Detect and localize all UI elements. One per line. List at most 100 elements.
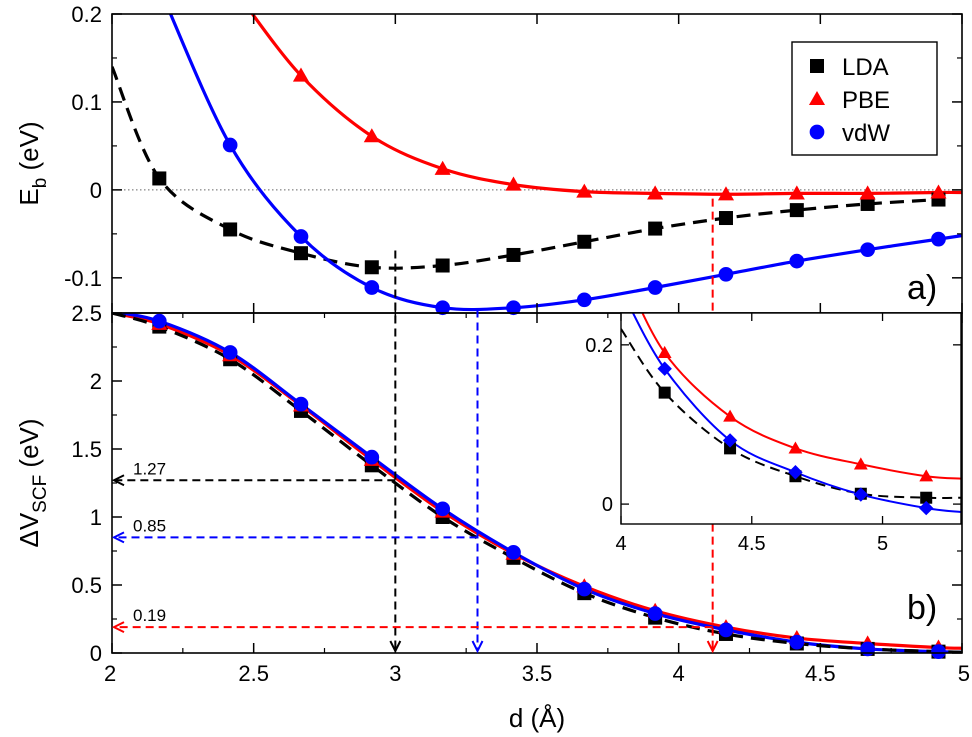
marker-a-vdw bbox=[789, 253, 805, 269]
arrow-head-left bbox=[111, 621, 125, 634]
marker-a-lda bbox=[860, 196, 875, 211]
arrow-head-left bbox=[111, 474, 125, 487]
marker-a-lda bbox=[718, 211, 733, 226]
inset-marker-vdw bbox=[919, 500, 934, 516]
annotation-value: 0.85 bbox=[133, 516, 166, 535]
marker-b-vdw bbox=[293, 396, 309, 412]
legend-label-pbe: PBE bbox=[842, 87, 890, 114]
inset-xtick-label: 4.5 bbox=[738, 533, 766, 555]
marker-a-vdw bbox=[718, 266, 734, 282]
inset-ytick-label: 0.2 bbox=[585, 335, 613, 357]
marker-a-lda bbox=[435, 258, 450, 273]
xtick-label: 3.5 bbox=[522, 661, 553, 686]
inset-marker-pbe bbox=[853, 457, 868, 470]
marker-a-vdw bbox=[222, 137, 238, 153]
marker-a-pbe bbox=[859, 185, 876, 200]
legend: LDA PBE vdW bbox=[791, 41, 938, 156]
marker-b-vdw bbox=[151, 313, 167, 329]
inset-marker-vdw bbox=[722, 433, 738, 448]
marker-a-pbe bbox=[788, 185, 805, 200]
marker-a-lda bbox=[789, 203, 804, 218]
marker-b-vdw bbox=[222, 345, 238, 360]
ytick-label-b: 2.5 bbox=[71, 301, 102, 326]
marker-a-lda bbox=[648, 221, 663, 236]
marker-a-pbe bbox=[647, 185, 664, 200]
inset-panel: 0.2 04 4.5 5 bbox=[585, 312, 962, 555]
marker-b-vdw bbox=[647, 606, 663, 621]
inset-background bbox=[621, 313, 961, 524]
inset-marker-lda bbox=[920, 491, 933, 504]
series-line-vdw bbox=[168, 14, 962, 312]
panel-label-b: b) bbox=[907, 589, 937, 627]
legend-label-vdw: vdW bbox=[842, 120, 890, 147]
panel-b-plot bbox=[112, 313, 962, 653]
panel-a: 0.2 0.1 0 -0.1 Eb (eV) a) bbox=[14, 2, 963, 316]
marker-a-pbe bbox=[505, 176, 522, 191]
marker-b-vdw bbox=[576, 581, 592, 597]
marker-b-vdw bbox=[364, 449, 380, 465]
arrow-head-down bbox=[389, 640, 402, 654]
ytick-label-b: 1.5 bbox=[71, 437, 102, 462]
inset-marker-vdw bbox=[657, 361, 672, 376]
series-line-lda bbox=[112, 66, 939, 270]
marker-a-vdw bbox=[647, 280, 663, 295]
legend-marker-pbe bbox=[808, 90, 826, 106]
marker-a-vdw bbox=[364, 280, 380, 295]
arrow-head-left bbox=[111, 531, 125, 544]
marker-a-vdw bbox=[931, 231, 946, 247]
y-axis-label-a: Eb (eV) bbox=[14, 121, 51, 205]
inset-xtick-label: 5 bbox=[877, 533, 888, 555]
ytick-label-a: 0.1 bbox=[71, 90, 102, 115]
ytick-label-b: 0.5 bbox=[71, 573, 102, 598]
ytick-label-b: 1 bbox=[90, 505, 102, 530]
xtick-label: 4 bbox=[673, 661, 685, 686]
legend-marker-vdw bbox=[809, 124, 825, 140]
marker-a-pbe bbox=[434, 160, 451, 175]
inset-marker-vdw bbox=[853, 487, 869, 502]
marker-a-pbe bbox=[717, 186, 735, 201]
marker-a-pbe bbox=[292, 67, 310, 82]
arrow-head-down bbox=[471, 640, 484, 654]
panel-label-a: a) bbox=[907, 269, 937, 307]
xtick-label: 2 bbox=[104, 661, 116, 686]
x-axis-label: d (Å) bbox=[509, 703, 565, 733]
marker-b-vdw bbox=[718, 622, 734, 638]
inset-marker-lda bbox=[658, 386, 671, 399]
legend-label-lda: LDA bbox=[842, 54, 889, 81]
legend-marker-lda bbox=[810, 59, 824, 73]
y-axis-label-b: ΔVSCF (eV) bbox=[14, 418, 51, 547]
xtick-label: 2.5 bbox=[238, 661, 269, 686]
marker-a-lda bbox=[293, 246, 308, 261]
ytick-label-a: -0.1 bbox=[64, 266, 102, 291]
inset-marker-pbe bbox=[788, 441, 803, 454]
panel-b: 2.521.510.502 2.5 3 3.5 4 4.5 5d (Å)ΔVSCF (eV)… bbox=[14, 301, 970, 733]
xtick-label: 5 bbox=[958, 661, 970, 686]
inset-ytick-label: 0 bbox=[602, 494, 613, 516]
series-line-b-lda bbox=[112, 313, 962, 653]
marker-a-vdw bbox=[860, 242, 876, 258]
annotation-value: 0.19 bbox=[133, 606, 166, 625]
marker-b-vdw bbox=[860, 641, 876, 657]
inset-xtick-label: 4 bbox=[615, 533, 626, 555]
inset-marker-lda bbox=[724, 442, 737, 455]
marker-b-vdw bbox=[931, 644, 946, 659]
xtick-label: 4.5 bbox=[805, 661, 836, 686]
marker-a-lda bbox=[577, 234, 592, 249]
marker-a-vdw bbox=[435, 300, 450, 316]
marker-a-lda bbox=[364, 260, 379, 275]
marker-b-vdw bbox=[435, 501, 450, 517]
ytick-label-b: 0 bbox=[90, 641, 102, 666]
marker-a-pbe bbox=[576, 183, 593, 198]
xtick-label: 3 bbox=[389, 661, 401, 686]
marker-b-vdw bbox=[506, 545, 521, 560]
marker-a-lda bbox=[152, 171, 167, 186]
inset-marker-pbe bbox=[919, 469, 934, 482]
annotation-value: 1.27 bbox=[133, 459, 166, 478]
marker-b-vdw bbox=[789, 634, 805, 650]
marker-a-vdw bbox=[506, 300, 521, 316]
inset-marker-pbe bbox=[657, 345, 672, 358]
marker-a-pbe bbox=[930, 184, 947, 199]
ytick-label-a: 0 bbox=[90, 178, 102, 203]
inset-marker-vdw bbox=[788, 465, 803, 480]
